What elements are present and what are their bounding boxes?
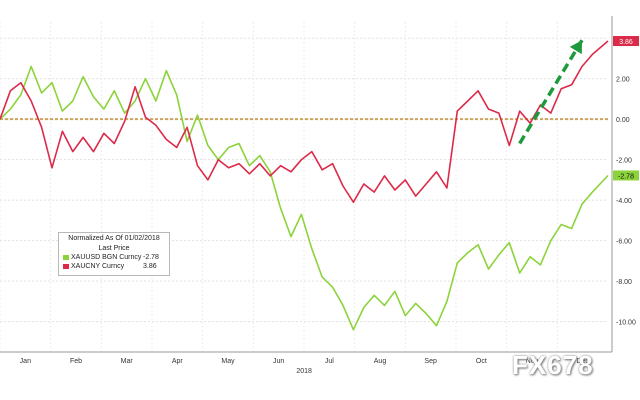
last-value-tag-0	[613, 170, 639, 181]
y-tick-label-6: -8.00	[616, 279, 632, 286]
x-tick-label-9: Oct	[476, 358, 487, 365]
watermark-logo: FX678	[512, 350, 594, 380]
trend-arrow-shaft	[518, 39, 584, 145]
x-tick-label-11: Dec	[576, 358, 589, 365]
x-tick-label-1: Feb	[70, 358, 82, 365]
series-line-0	[0, 65, 609, 331]
last-value-label-0: -2.78	[618, 173, 634, 180]
last-value-tag-1	[613, 36, 639, 47]
legend-value-xaucny: 3.86	[143, 263, 157, 270]
legend-swatch-xauusd	[63, 255, 69, 260]
x-tick-label-10: Nov	[526, 358, 539, 365]
x-tick-label-2: Mar	[121, 358, 134, 365]
x-tick-label-3: Apr	[172, 358, 184, 365]
last-value-label-1: 3.86	[619, 39, 633, 46]
legend-name-xauusd: XAUUSD BGN Curncy	[71, 254, 142, 261]
legend-swatch-xaucny	[63, 264, 69, 269]
trend-arrow-head	[569, 40, 582, 55]
x-tick-label-8: Sep	[424, 358, 437, 365]
x-axis-label: 2018	[296, 368, 312, 375]
legend-item-xauusd: XAUUSD BGN Curncy -2.78	[59, 253, 169, 262]
x-tick-label-6: Jul	[325, 358, 334, 365]
x-tick-label-5: Jun	[273, 358, 284, 365]
legend-name-xaucny: XAUCNY Curncy	[71, 263, 125, 270]
legend-value-xauusd: -2.78	[143, 254, 159, 261]
legend-item-xaucny: XAUCNY Curncy 3.86	[59, 262, 169, 271]
y-tick-label-2: 0.00	[616, 117, 630, 124]
legend-title-1: Normalized As Of 01/02/2018	[68, 235, 160, 242]
y-tick-label-3: -2.00	[616, 158, 632, 165]
legend: Normalized As Of 01/02/2018 Last Price X…	[58, 232, 170, 276]
x-tick-label-7: Aug	[374, 358, 387, 365]
y-tick-label-7: -10.00	[616, 320, 636, 327]
series-line-1	[0, 40, 609, 203]
x-tick-label-4: May	[221, 358, 235, 365]
y-tick-label-4: -4.00	[616, 198, 632, 205]
x-tick-label-0: Jan	[20, 358, 31, 365]
y-tick-label-5: -6.00	[616, 239, 632, 246]
legend-title-2: Last Price	[98, 245, 130, 252]
y-tick-label-1: 2.00	[616, 77, 630, 84]
